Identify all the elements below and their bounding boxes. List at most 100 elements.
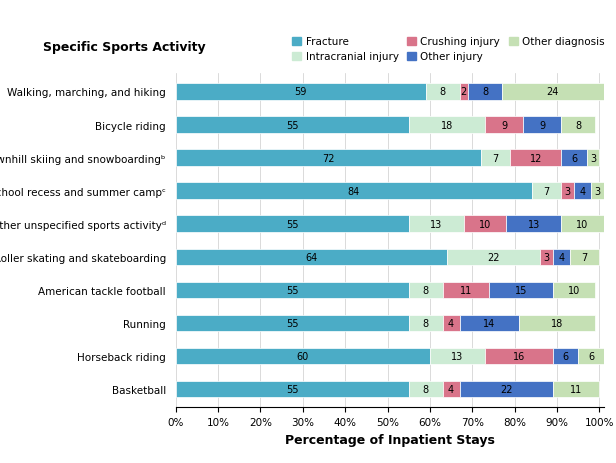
X-axis label: Percentage of Inpatient Stays: Percentage of Inpatient Stays: [285, 432, 495, 445]
Bar: [176, 84, 426, 100]
Bar: [532, 183, 561, 200]
Text: 7: 7: [492, 153, 499, 163]
Text: 22: 22: [487, 252, 500, 262]
Text: 8: 8: [423, 318, 429, 328]
Text: 4: 4: [580, 186, 586, 196]
Bar: [561, 216, 604, 232]
Bar: [511, 150, 561, 167]
Bar: [561, 117, 595, 133]
Bar: [408, 117, 485, 133]
Text: 24: 24: [546, 87, 559, 97]
Bar: [586, 150, 599, 167]
Bar: [443, 315, 460, 332]
Bar: [430, 348, 485, 364]
Bar: [426, 84, 460, 100]
Bar: [176, 216, 408, 232]
Text: 55: 55: [286, 120, 298, 130]
Bar: [485, 348, 553, 364]
Bar: [460, 315, 519, 332]
Bar: [468, 84, 502, 100]
Bar: [519, 315, 595, 332]
Text: 10: 10: [568, 285, 580, 295]
Bar: [460, 381, 553, 398]
Bar: [176, 150, 480, 167]
Text: 55: 55: [286, 285, 298, 295]
Text: 6: 6: [571, 153, 577, 163]
Bar: [485, 117, 523, 133]
Bar: [443, 282, 489, 299]
Text: 60: 60: [296, 351, 309, 361]
Text: 18: 18: [440, 120, 453, 130]
Text: Specific Sports Activity: Specific Sports Activity: [43, 41, 206, 54]
Bar: [489, 282, 553, 299]
Bar: [176, 381, 408, 398]
Bar: [523, 117, 561, 133]
Bar: [176, 348, 430, 364]
Text: 4: 4: [558, 252, 564, 262]
Text: 2: 2: [461, 87, 467, 97]
Text: 3: 3: [594, 186, 601, 196]
Bar: [540, 249, 553, 265]
Text: 3: 3: [590, 153, 596, 163]
Text: 8: 8: [440, 87, 445, 97]
Text: 10: 10: [479, 219, 491, 229]
Bar: [561, 183, 574, 200]
Text: 4: 4: [448, 318, 454, 328]
Bar: [176, 315, 408, 332]
Text: 55: 55: [286, 384, 298, 394]
Text: 13: 13: [528, 219, 540, 229]
Text: 15: 15: [515, 285, 527, 295]
Legend: Fracture, Intracranial injury, Crushing injury, Other injury, Other diagnosis: Fracture, Intracranial injury, Crushing …: [292, 37, 605, 62]
Bar: [447, 249, 540, 265]
Text: 8: 8: [575, 120, 582, 130]
Bar: [176, 117, 408, 133]
Bar: [408, 282, 443, 299]
Text: 11: 11: [570, 384, 582, 394]
Text: 4: 4: [448, 384, 454, 394]
Text: 6: 6: [562, 351, 569, 361]
Text: 8: 8: [423, 384, 429, 394]
Text: 84: 84: [347, 186, 360, 196]
Bar: [502, 84, 604, 100]
Bar: [574, 183, 591, 200]
Bar: [460, 84, 468, 100]
Text: 16: 16: [513, 351, 525, 361]
Text: 18: 18: [551, 318, 563, 328]
Bar: [578, 348, 604, 364]
Text: 55: 55: [286, 219, 298, 229]
Text: 6: 6: [588, 351, 594, 361]
Bar: [553, 381, 599, 398]
Text: 13: 13: [452, 351, 464, 361]
Text: 3: 3: [543, 252, 549, 262]
Text: 10: 10: [577, 219, 589, 229]
Bar: [570, 249, 599, 265]
Text: 72: 72: [322, 153, 334, 163]
Text: 14: 14: [483, 318, 495, 328]
Bar: [176, 183, 532, 200]
Bar: [408, 315, 443, 332]
Bar: [176, 249, 447, 265]
Bar: [408, 381, 443, 398]
Text: 9: 9: [501, 120, 507, 130]
Bar: [561, 150, 586, 167]
Text: 8: 8: [482, 87, 488, 97]
Text: 7: 7: [543, 186, 549, 196]
Text: 13: 13: [430, 219, 442, 229]
Text: 12: 12: [530, 153, 542, 163]
Bar: [176, 282, 408, 299]
Text: 7: 7: [582, 252, 588, 262]
Text: 64: 64: [305, 252, 317, 262]
Bar: [464, 216, 506, 232]
Text: 11: 11: [460, 285, 472, 295]
Text: 55: 55: [286, 318, 298, 328]
Bar: [591, 183, 604, 200]
Bar: [480, 150, 511, 167]
Text: 59: 59: [294, 87, 307, 97]
Text: 3: 3: [565, 186, 570, 196]
Text: 8: 8: [423, 285, 429, 295]
Bar: [408, 216, 464, 232]
Bar: [553, 348, 578, 364]
Bar: [553, 249, 570, 265]
Text: 9: 9: [539, 120, 545, 130]
Bar: [553, 282, 595, 299]
